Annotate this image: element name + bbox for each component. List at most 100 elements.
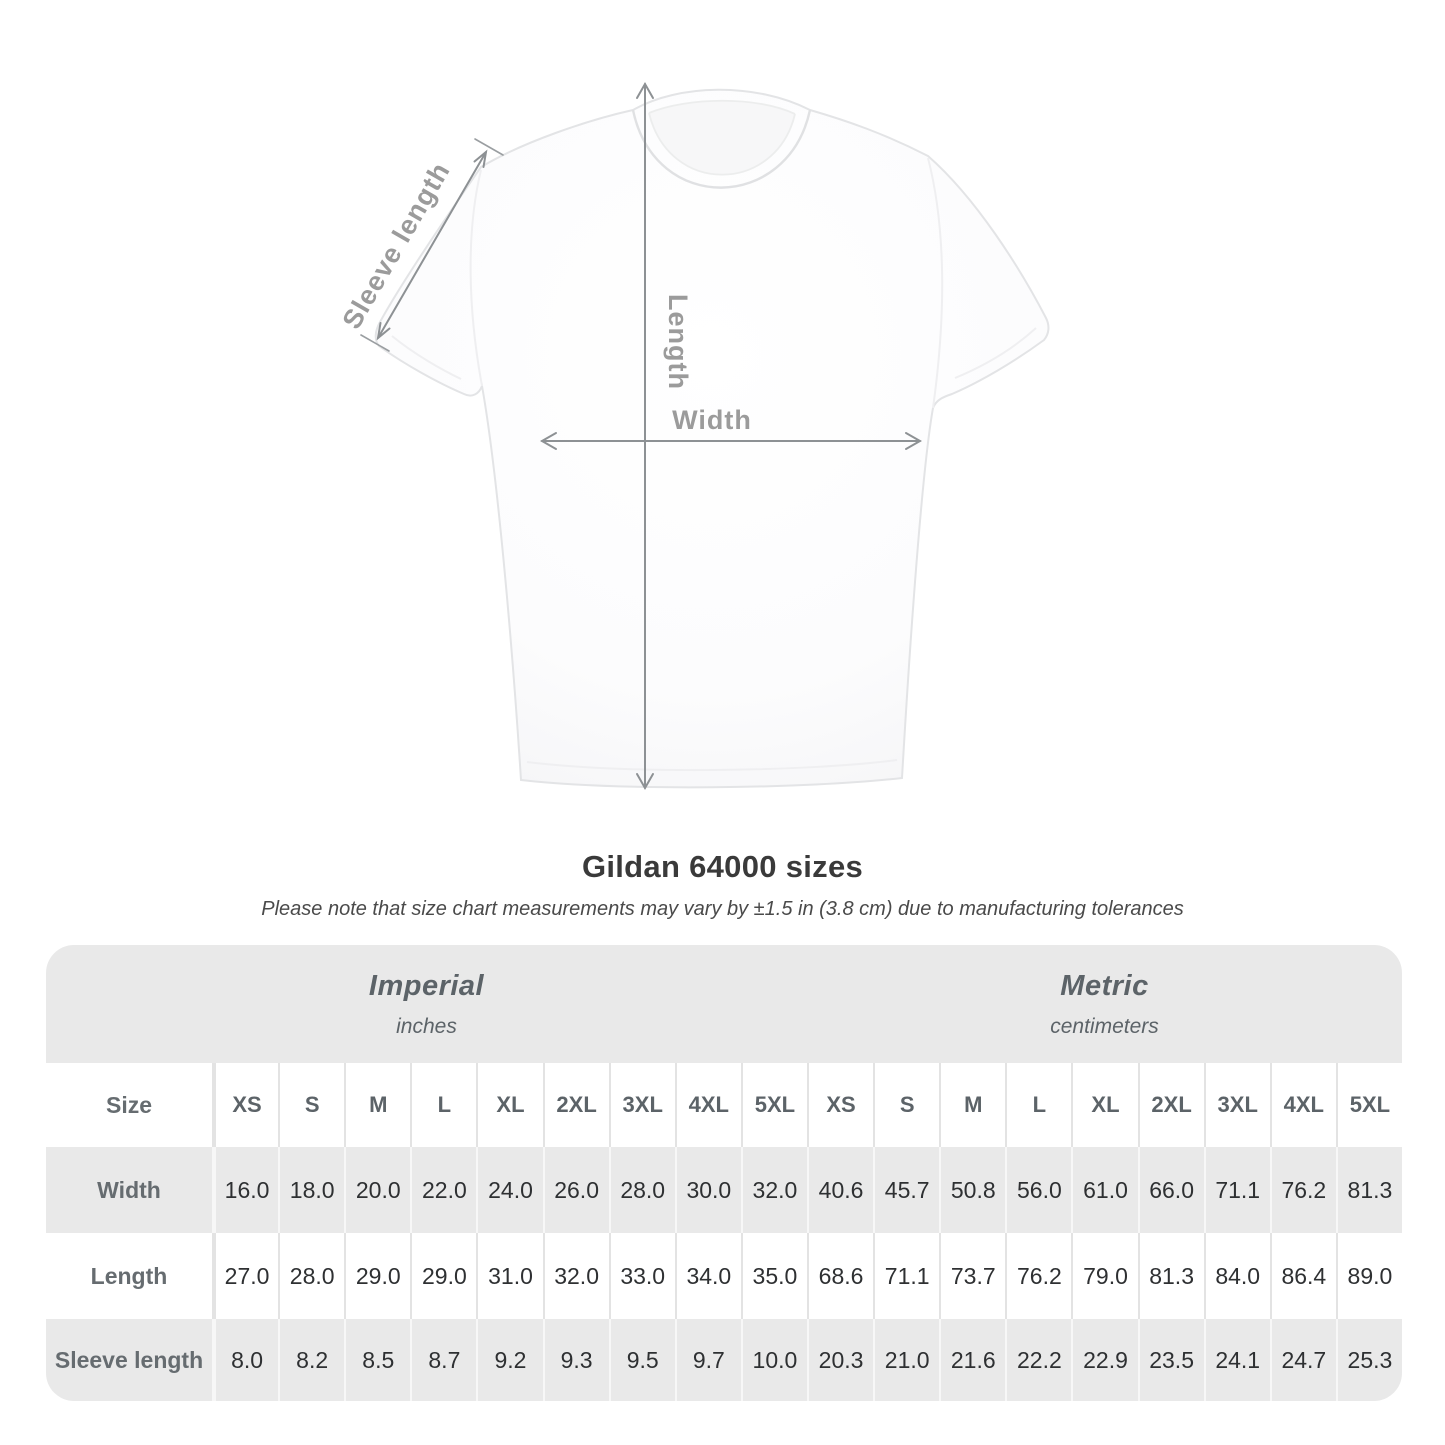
size-col-header: M: [344, 1063, 411, 1147]
value-cell: 29.0: [344, 1233, 411, 1319]
size-col-header: 3XL: [608, 1063, 675, 1147]
right-sleeve-hem-stitch: [954, 327, 1037, 379]
metric-unit: centimeters: [1050, 1014, 1159, 1038]
value-cell: 26.0: [542, 1147, 609, 1233]
sleeve-length-arrow: [360, 138, 504, 352]
size-col-header: 4XL: [674, 1063, 741, 1147]
size-col-header: 2XL: [1137, 1063, 1204, 1147]
value-cell: 31.0: [476, 1233, 543, 1319]
value-cell: 9.3: [542, 1319, 609, 1401]
size-col-header: XS: [807, 1063, 874, 1147]
value-cell: 24.0: [476, 1147, 543, 1233]
value-cell: 20.0: [344, 1147, 411, 1233]
value-cell: 73.7: [939, 1233, 1006, 1319]
right-sleeve-seam: [927, 157, 944, 409]
value-cell: 66.0: [1137, 1147, 1204, 1233]
value-cell: 18.0: [278, 1147, 345, 1233]
value-cell: 71.1: [873, 1233, 940, 1319]
value-cell: 8.7: [410, 1319, 477, 1401]
value-cell: 27.0: [212, 1233, 279, 1319]
imperial-unit: inches: [396, 1014, 457, 1038]
value-cell: 76.2: [1269, 1147, 1336, 1233]
metric-group-header: Metric centimeters: [807, 945, 1402, 1063]
size-col-header: L: [1005, 1063, 1072, 1147]
value-cell: 10.0: [740, 1319, 807, 1401]
value-cell: 29.0: [410, 1233, 477, 1319]
value-cell: 9.2: [476, 1319, 543, 1401]
value-cell: 34.0: [674, 1233, 741, 1319]
size-col-header: 4XL: [1269, 1063, 1336, 1147]
size-col-header: XL: [476, 1063, 543, 1147]
value-cell: 68.6: [807, 1233, 874, 1319]
value-cell: 28.0: [608, 1147, 675, 1233]
left-sleeve-seam: [469, 169, 483, 387]
size-col-header: XS: [212, 1063, 279, 1147]
collar-inner-edge: [648, 112, 796, 176]
size-column-header: Size: [46, 1063, 212, 1147]
value-cell: 16.0: [212, 1147, 279, 1233]
value-cell: 28.0: [278, 1233, 345, 1319]
value-cell: 79.0: [1071, 1233, 1138, 1319]
value-cell: 89.0: [1335, 1233, 1402, 1319]
size-col-header: L: [410, 1063, 477, 1147]
value-cell: 32.0: [740, 1147, 807, 1233]
length-label: Length: [663, 294, 693, 390]
tolerance-note: Please note that size chart measurements…: [261, 898, 1184, 920]
value-cell: 9.5: [608, 1319, 675, 1401]
tshirt-measurement-diagram: Length Width Sleeve length: [336, 81, 1050, 791]
tshirt-outline: [374, 88, 1050, 789]
value-cell: 32.0: [542, 1233, 609, 1319]
value-cell: 21.6: [939, 1319, 1006, 1401]
row-label: Sleeve length: [46, 1319, 212, 1401]
value-cell: 24.1: [1203, 1319, 1270, 1401]
collar-back-edge: [648, 99, 796, 115]
neck-opening: [649, 100, 795, 175]
imperial-label: Imperial: [368, 969, 485, 1002]
size-col-header: S: [873, 1063, 940, 1147]
value-cell: 71.1: [1203, 1147, 1270, 1233]
value-cell: 33.0: [608, 1233, 675, 1319]
collar-outer-edge: [631, 109, 812, 189]
size-chart-table: Imperial inches Metric centimeters Size …: [46, 945, 1402, 1401]
value-cell: 8.5: [344, 1319, 411, 1401]
value-cell: 9.7: [674, 1319, 741, 1401]
left-sleeve-hem-stitch: [391, 335, 462, 380]
value-cell: 8.2: [278, 1319, 345, 1401]
value-cell: 22.2: [1005, 1319, 1072, 1401]
metric-label: Metric: [1060, 969, 1149, 1002]
width-label: Width: [672, 405, 752, 435]
size-col-header: S: [278, 1063, 345, 1147]
length-arrow: [636, 81, 654, 791]
value-cell: 45.7: [873, 1147, 940, 1233]
value-cell: 24.7: [1269, 1319, 1336, 1401]
value-cell: 61.0: [1071, 1147, 1138, 1233]
size-col-header: 2XL: [542, 1063, 609, 1147]
value-cell: 22.0: [410, 1147, 477, 1233]
value-cell: 8.0: [212, 1319, 279, 1401]
size-col-header: 3XL: [1203, 1063, 1270, 1147]
value-cell: 23.5: [1137, 1319, 1204, 1401]
size-col-header: 5XL: [740, 1063, 807, 1147]
value-cell: 22.9: [1071, 1319, 1138, 1401]
value-cell: 35.0: [740, 1233, 807, 1319]
value-cell: 81.3: [1137, 1233, 1204, 1319]
row-label: Width: [46, 1147, 212, 1233]
value-cell: 84.0: [1203, 1233, 1270, 1319]
value-cell: 25.3: [1335, 1319, 1402, 1401]
size-col-header: XL: [1071, 1063, 1138, 1147]
value-cell: 86.4: [1269, 1233, 1336, 1319]
page-title: Gildan 64000 sizes: [581, 849, 864, 884]
value-cell: 81.3: [1335, 1147, 1402, 1233]
row-label: Length: [46, 1233, 212, 1319]
value-cell: 21.0: [873, 1319, 940, 1401]
value-cell: 50.8: [939, 1147, 1006, 1233]
value-cell: 76.2: [1005, 1233, 1072, 1319]
value-cell: 30.0: [674, 1147, 741, 1233]
size-col-header: 5XL: [1335, 1063, 1402, 1147]
value-cell: 56.0: [1005, 1147, 1072, 1233]
value-cell: 40.6: [807, 1147, 874, 1233]
bottom-hem-stitch: [526, 759, 898, 772]
imperial-group-header: Imperial inches: [46, 945, 807, 1063]
width-arrow: [539, 432, 923, 450]
size-col-header: M: [939, 1063, 1006, 1147]
